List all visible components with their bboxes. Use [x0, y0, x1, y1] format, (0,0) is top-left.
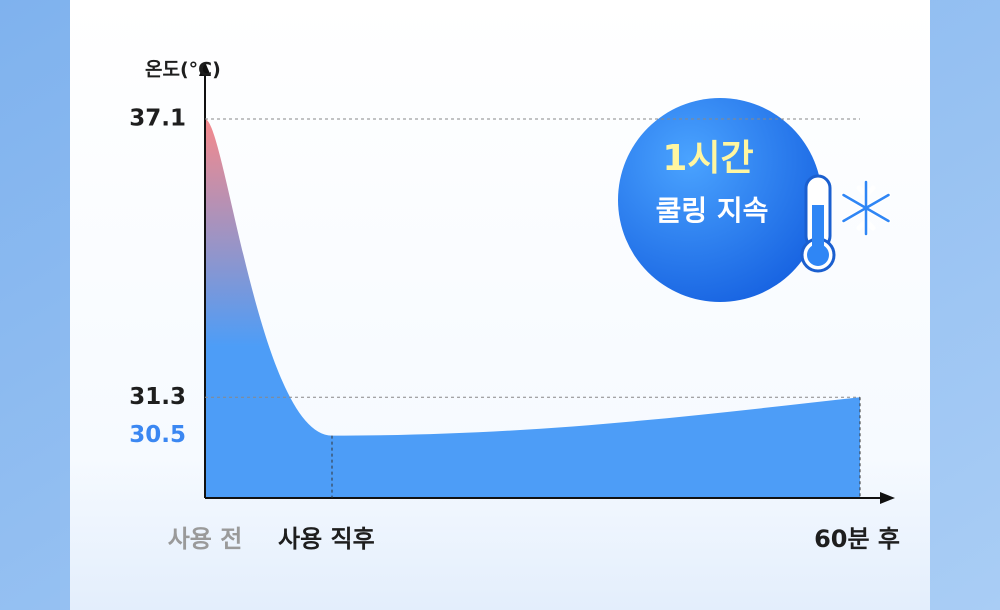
x-tick-label: 60분 후 — [814, 525, 900, 553]
badge-title: 1시간 — [662, 138, 753, 179]
x-axis-arrow — [880, 492, 895, 504]
area — [205, 119, 860, 498]
x-tick-label: 사용 직후 — [278, 525, 375, 553]
x-tick-label: 사용 전 — [168, 525, 243, 553]
y-tick-label: 37.1 — [129, 106, 186, 132]
y-axis-title: 온도(°C) — [145, 59, 221, 81]
badge-circle — [618, 98, 822, 302]
y-axis-arrow — [199, 62, 211, 76]
badge: 1시간 쿨링 지속 — [618, 98, 891, 302]
snowflake-icon — [841, 179, 891, 237]
thermometer-icon — [800, 174, 836, 273]
y-tick-label: 31.3 — [129, 384, 186, 410]
panel — [70, 0, 930, 610]
y-tick-label: 30.5 — [129, 422, 186, 448]
plot — [205, 119, 860, 498]
badge-subtitle: 쿨링 지속 — [656, 194, 769, 227]
